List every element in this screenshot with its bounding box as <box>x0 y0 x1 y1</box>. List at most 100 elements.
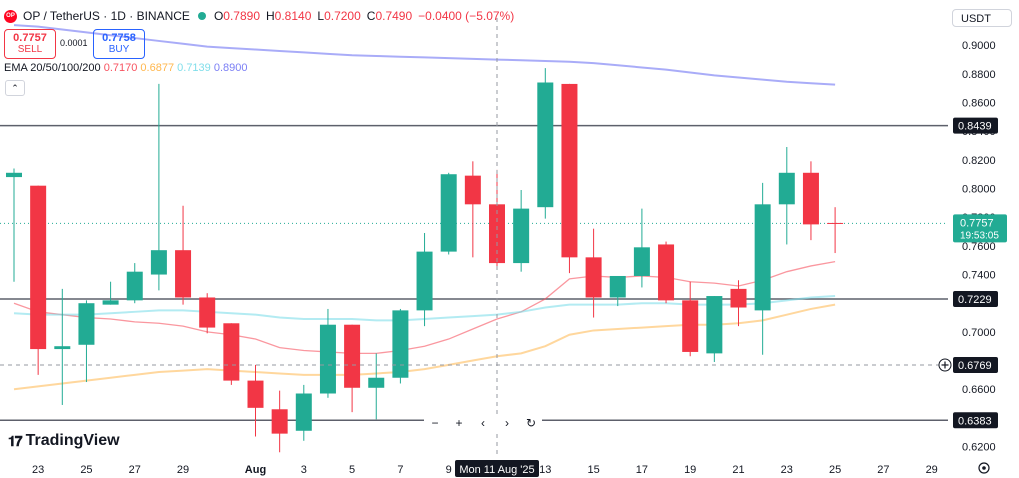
y-tick-label: 0.8200 <box>962 155 996 167</box>
candle <box>658 241 675 304</box>
candle-body <box>561 83 578 258</box>
candle <box>585 228 602 318</box>
ema100-value: 0.7139 <box>177 62 211 74</box>
ema200-value: 0.8900 <box>213 62 248 74</box>
candle-body <box>440 174 457 252</box>
scroll-left-button[interactable]: ‹ <box>481 416 485 430</box>
candle-body <box>754 204 771 311</box>
x-tick-label: 25 <box>80 464 92 476</box>
currency-selector[interactable]: USDT <box>952 9 1012 27</box>
candle <box>802 161 819 241</box>
candle-body <box>126 271 143 301</box>
candle <box>6 168 22 282</box>
sell-label: SELL <box>17 44 43 55</box>
candle-body <box>150 250 167 275</box>
candle <box>682 281 699 357</box>
level-tag <box>953 117 998 134</box>
crosshair-date-tag <box>455 460 539 477</box>
candle-body <box>585 257 602 298</box>
ema-legend-label: EMA 20/50/100/200 <box>4 62 101 74</box>
candle-body <box>223 323 240 381</box>
buy-price: 0.7758 <box>102 32 136 44</box>
zoom-out-button[interactable]: − <box>431 416 439 430</box>
candle <box>827 207 844 254</box>
buy-label: BUY <box>108 44 130 55</box>
candle-body <box>6 172 22 178</box>
x-tick-label: 21 <box>732 464 744 476</box>
candle <box>706 296 723 362</box>
scroll-right-button[interactable]: › <box>505 416 509 430</box>
candle-body <box>658 244 675 301</box>
candle-body <box>730 288 747 308</box>
y-tick-label: 0.7600 <box>962 241 996 253</box>
ema200-line <box>13 24 836 86</box>
crosshair-price-label: 0.6769 <box>958 360 992 372</box>
candle <box>561 83 578 274</box>
candle-body <box>295 393 312 431</box>
symbol-header: OP OP / TetherUS · 1D · BINANCE O0.7890 … <box>4 9 514 23</box>
sell-price: 0.7757 <box>13 32 47 44</box>
price-axis[interactable]: 0.62000.64000.66000.68000.70000.72000.74… <box>953 40 1007 454</box>
candle-body <box>609 275 626 298</box>
candle <box>344 324 361 413</box>
candle <box>392 308 409 384</box>
crosshair <box>0 18 952 458</box>
collapse-legend-button[interactable]: ⌃ <box>5 80 25 96</box>
candle-body <box>778 172 795 205</box>
countdown-label: 19:53:05 <box>960 230 999 241</box>
x-tick-label: 5 <box>349 464 355 476</box>
candle <box>440 172 457 255</box>
candle <box>102 281 119 305</box>
symbol-title[interactable]: OP / TetherUS · 1D · BINANCE <box>23 9 190 23</box>
market-open-dot-icon <box>197 12 206 20</box>
chart-toolbar: − + ‹ › ↻ <box>424 414 542 432</box>
reset-chart-button[interactable]: ↻ <box>525 416 537 430</box>
sell-button[interactable]: 0.7757 SELL <box>4 29 56 59</box>
buy-button[interactable]: 0.7758 BUY <box>93 29 145 59</box>
level-tag-label: 0.7229 <box>958 294 992 306</box>
candle <box>54 288 71 405</box>
candle-body <box>682 300 699 352</box>
time-axis[interactable]: 23 25 27 29 Aug 3 5 7 9 13 15 17 19 21 23 25 27 29 Mon 11 … <box>32 460 990 477</box>
candle <box>223 323 240 385</box>
candle-body <box>344 324 361 388</box>
candle <box>537 68 554 219</box>
ema-legend[interactable]: EMA 20/50/100/200 0.7170 0.6877 0.7139 0… <box>4 62 248 74</box>
op-logo-icon: OP <box>4 9 17 23</box>
candle-body <box>368 377 385 388</box>
y-tick-label: 0.9000 <box>962 40 996 52</box>
high-value: 0.8140 <box>274 9 312 23</box>
level-tag-label: 0.8439 <box>958 121 992 133</box>
y-tick-label: 0.6200 <box>962 442 996 454</box>
candle-body <box>537 82 554 208</box>
x-tick-label: Aug <box>245 464 266 476</box>
y-tick-label: 0.6600 <box>962 384 996 396</box>
candle-body <box>633 247 650 276</box>
candle <box>464 161 481 258</box>
tradingview-logo[interactable]: 𝟏𝟕 TradingView <box>8 432 120 450</box>
y-tick-label: 0.7400 <box>962 270 996 282</box>
candle <box>730 280 747 327</box>
currency-label: USDT <box>961 13 991 25</box>
candle <box>319 308 336 398</box>
y-tick-label: 0.7000 <box>962 327 996 339</box>
candle <box>126 263 143 304</box>
candle-body <box>271 409 288 434</box>
zoom-in-button[interactable]: + <box>455 416 463 430</box>
candle-body <box>392 310 409 378</box>
close-label: C <box>366 9 376 23</box>
candle <box>513 189 530 272</box>
x-tick-label: 27 <box>877 464 889 476</box>
ema20-value: 0.7170 <box>103 62 138 74</box>
candle <box>199 293 216 334</box>
gear-icon <box>978 462 990 474</box>
candle <box>150 83 167 291</box>
y-tick-label: 0.8600 <box>962 98 996 110</box>
x-tick-label: 19 <box>684 464 696 476</box>
candle-body <box>175 250 192 298</box>
candle-body <box>513 208 530 264</box>
candle <box>609 275 626 307</box>
candle <box>271 390 288 453</box>
low-value: 0.7200 <box>324 9 361 23</box>
